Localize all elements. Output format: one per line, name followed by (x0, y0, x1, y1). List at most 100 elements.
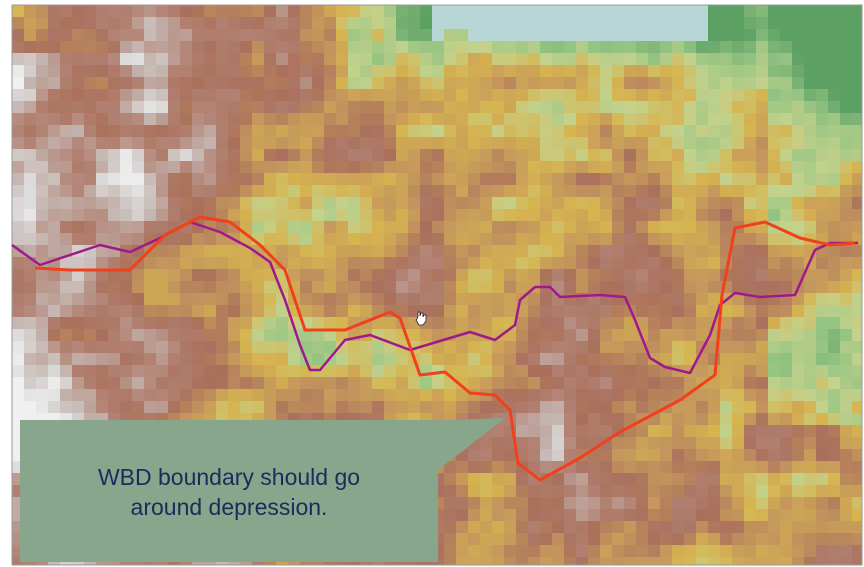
terrain-cell (336, 269, 349, 282)
terrain-cell (612, 173, 625, 186)
terrain-cell (168, 269, 181, 282)
terrain-cell (24, 113, 37, 126)
terrain-cell (432, 149, 445, 162)
terrain-cell (180, 365, 193, 378)
terrain-cell (84, 293, 97, 306)
terrain-cell (96, 209, 109, 222)
terrain-cell (720, 305, 733, 318)
terrain-cell (612, 545, 625, 558)
terrain-cell (480, 209, 493, 222)
terrain-cell (444, 5, 457, 18)
terrain-cell (612, 41, 625, 54)
terrain-cell (264, 389, 277, 402)
terrain-cell (696, 149, 709, 162)
terrain-cell (360, 5, 373, 18)
terrain-cell (576, 533, 589, 546)
terrain-cell (564, 389, 577, 402)
terrain-cell (732, 329, 745, 342)
terrain-cell (384, 149, 397, 162)
terrain-cell (120, 281, 133, 294)
terrain-cell (156, 113, 169, 126)
terrain-cell (156, 65, 169, 78)
terrain-cell (48, 137, 61, 150)
terrain-cell (312, 389, 325, 402)
terrain-cell (204, 317, 217, 330)
terrain-cell (132, 269, 145, 282)
terrain-cell (48, 41, 61, 54)
terrain-cell (348, 161, 361, 174)
terrain-cell (312, 65, 325, 78)
terrain-cell (324, 29, 337, 42)
terrain-cell (528, 317, 541, 330)
terrain-cell (672, 53, 685, 66)
terrain-cell (480, 185, 493, 198)
terrain-cell (588, 329, 601, 342)
terrain-cell (768, 17, 781, 30)
terrain-cell (288, 233, 301, 246)
terrain-cell (72, 233, 85, 246)
terrain-cell (828, 365, 841, 378)
terrain-cell (636, 281, 649, 294)
terrain-cell (672, 173, 685, 186)
terrain-cell (624, 89, 637, 102)
terrain-cell (696, 281, 709, 294)
terrain-cell (516, 41, 529, 54)
terrain-cell (744, 17, 757, 30)
terrain-cell (240, 77, 253, 90)
terrain-cell (732, 305, 745, 318)
terrain-cell (576, 485, 589, 498)
terrain-cell (252, 281, 265, 294)
terrain-cell (588, 17, 601, 30)
terrain-cell (780, 317, 793, 330)
terrain-cell (528, 137, 541, 150)
terrain-cell (600, 557, 613, 565)
terrain-cell (396, 185, 409, 198)
terrain-cell (852, 5, 862, 18)
terrain-cell (852, 245, 862, 258)
terrain-cell (300, 65, 313, 78)
terrain-cell (180, 89, 193, 102)
terrain-cell (276, 137, 289, 150)
terrain-cell (96, 125, 109, 138)
terrain-cell (756, 341, 769, 354)
terrain-cell (768, 113, 781, 126)
terrain-cell (408, 185, 421, 198)
terrain-cell (360, 41, 373, 54)
terrain-cell (204, 137, 217, 150)
terrain-cell (840, 41, 853, 54)
terrain-cell (204, 77, 217, 90)
terrain-cell (276, 185, 289, 198)
terrain-cell (768, 5, 781, 18)
terrain-cell (804, 497, 817, 510)
terrain-cell (804, 29, 817, 42)
terrain-cell (552, 485, 565, 498)
terrain-cell (180, 125, 193, 138)
terrain-cell (516, 377, 529, 390)
terrain-cell (216, 257, 229, 270)
terrain-cell (492, 257, 505, 270)
terrain-cell (372, 185, 385, 198)
terrain-cell (564, 77, 577, 90)
terrain-cell (480, 41, 493, 54)
terrain-cell (756, 317, 769, 330)
terrain-cell (720, 77, 733, 90)
terrain-cell (708, 5, 721, 18)
terrain-cell (828, 221, 841, 234)
terrain-cell (408, 173, 421, 186)
terrain-cell (48, 233, 61, 246)
terrain-cell (516, 233, 529, 246)
terrain-cell (588, 509, 601, 522)
terrain-cell (468, 53, 481, 66)
terrain-cell (540, 413, 553, 426)
terrain-cell (768, 173, 781, 186)
terrain-cell (372, 173, 385, 186)
terrain-cell (60, 41, 73, 54)
terrain-cell (300, 53, 313, 66)
terrain-cell (792, 509, 805, 522)
terrain-cell (528, 89, 541, 102)
terrain-cell (624, 365, 637, 378)
terrain-cell (684, 185, 697, 198)
terrain-cell (288, 101, 301, 114)
terrain-cell (84, 77, 97, 90)
terrain-cell (504, 185, 517, 198)
